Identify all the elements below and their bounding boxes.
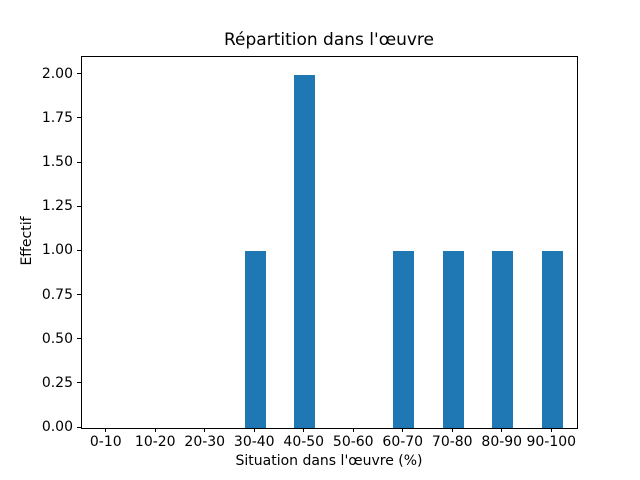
bar xyxy=(442,251,464,428)
x-tick-label: 30-40 xyxy=(233,434,275,450)
x-tick-label: 40-50 xyxy=(283,434,325,450)
x-tick-label: 50-60 xyxy=(332,434,374,450)
y-tick-label: 1.25 xyxy=(41,198,73,215)
y-tick-mark xyxy=(77,426,81,428)
x-tick-label: 10-20 xyxy=(134,434,176,450)
y-tick-mark xyxy=(77,161,81,163)
x-tick-mark xyxy=(451,428,453,432)
y-tick-mark xyxy=(77,117,81,119)
y-tick-label: 0.75 xyxy=(41,286,73,303)
x-axis-label: Situation dans l'œuvre (%) xyxy=(235,453,423,469)
x-tick-label: 20-30 xyxy=(184,434,226,450)
x-tick-mark xyxy=(501,428,503,432)
x-tick-mark xyxy=(204,428,206,432)
x-tick-mark xyxy=(550,428,552,432)
y-tick-mark xyxy=(77,205,81,207)
x-tick-label: 80-90 xyxy=(481,434,523,450)
x-tick-mark xyxy=(253,428,255,432)
y-tick-mark xyxy=(77,338,81,340)
x-tick-label: 0-10 xyxy=(89,434,122,450)
x-tick-label: 60-70 xyxy=(382,434,424,450)
y-tick-label: 1.50 xyxy=(41,154,73,170)
x-tick-mark xyxy=(303,428,305,432)
y-axis-label: Effectif xyxy=(19,216,35,266)
y-tick-label: 0.25 xyxy=(41,374,73,391)
bar xyxy=(492,251,514,428)
bar xyxy=(541,251,563,428)
y-tick-mark xyxy=(77,73,81,75)
y-tick-label: 1.00 xyxy=(41,242,73,259)
chart-title: Répartition dans l'œuvre xyxy=(223,30,435,50)
y-tick-label: 0.50 xyxy=(41,330,73,347)
plot-area xyxy=(81,56,578,429)
x-tick-label: 70-80 xyxy=(431,434,473,450)
x-tick-mark xyxy=(352,428,354,432)
x-tick-mark xyxy=(402,428,404,432)
x-tick-label: 90-100 xyxy=(526,434,577,450)
y-tick-mark xyxy=(77,382,81,384)
y-tick-label: 0.00 xyxy=(41,419,73,435)
y-tick-mark xyxy=(77,294,81,295)
bar xyxy=(393,251,415,428)
x-tick-mark xyxy=(105,428,107,432)
x-tick-mark xyxy=(154,428,156,432)
y-tick-mark xyxy=(77,249,81,251)
bar xyxy=(294,74,316,428)
y-tick-label: 2.00 xyxy=(41,65,73,82)
y-tick-label: 1.75 xyxy=(41,109,73,126)
bar xyxy=(244,251,266,428)
